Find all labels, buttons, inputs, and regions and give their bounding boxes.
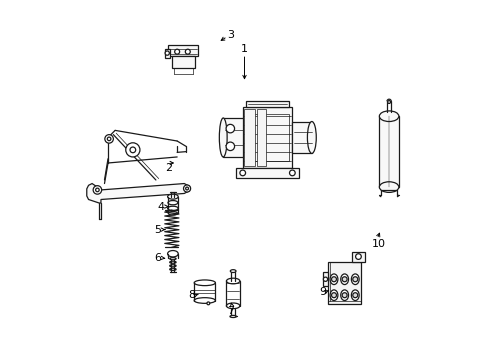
Ellipse shape — [167, 201, 178, 205]
Circle shape — [342, 277, 346, 282]
Bar — [242, 107, 292, 168]
Circle shape — [183, 185, 190, 192]
Circle shape — [185, 49, 190, 54]
Bar — [352, 252, 364, 261]
Bar — [244, 109, 255, 166]
Ellipse shape — [169, 268, 176, 270]
Circle shape — [331, 293, 336, 298]
Ellipse shape — [351, 290, 358, 301]
Ellipse shape — [379, 111, 398, 122]
Circle shape — [387, 100, 390, 103]
Circle shape — [165, 51, 169, 55]
Bar — [164, 49, 170, 58]
Ellipse shape — [168, 212, 177, 215]
Text: 2: 2 — [164, 163, 171, 172]
Text: 7: 7 — [226, 306, 233, 316]
Ellipse shape — [169, 261, 176, 263]
Circle shape — [93, 186, 102, 194]
Circle shape — [225, 142, 234, 150]
Ellipse shape — [226, 303, 240, 309]
Bar — [223, 118, 242, 157]
Ellipse shape — [169, 265, 176, 267]
Circle shape — [174, 49, 179, 54]
Ellipse shape — [194, 280, 215, 285]
Ellipse shape — [194, 298, 215, 303]
Text: 10: 10 — [371, 239, 386, 249]
Bar — [292, 122, 311, 153]
Circle shape — [125, 143, 140, 157]
Circle shape — [352, 277, 357, 282]
Circle shape — [331, 277, 336, 282]
Bar — [379, 116, 398, 187]
Circle shape — [206, 302, 209, 305]
Circle shape — [352, 293, 357, 298]
Ellipse shape — [230, 270, 236, 273]
Ellipse shape — [167, 206, 178, 211]
Bar — [256, 109, 265, 166]
Bar — [171, 56, 195, 68]
Text: 8: 8 — [187, 290, 195, 300]
Circle shape — [104, 135, 113, 143]
Bar — [246, 114, 288, 161]
Text: 3: 3 — [226, 30, 233, 40]
Text: 4: 4 — [157, 202, 164, 212]
Circle shape — [342, 293, 346, 298]
Ellipse shape — [340, 274, 348, 284]
Bar — [168, 45, 198, 56]
Text: 1: 1 — [241, 44, 247, 54]
Circle shape — [355, 254, 361, 260]
Text: 6: 6 — [154, 253, 161, 263]
Ellipse shape — [167, 194, 178, 199]
Ellipse shape — [219, 118, 226, 157]
Ellipse shape — [340, 290, 348, 301]
Ellipse shape — [351, 274, 358, 284]
Ellipse shape — [167, 251, 178, 257]
Bar — [235, 168, 299, 178]
Circle shape — [240, 170, 245, 176]
Bar — [327, 261, 361, 304]
Polygon shape — [86, 184, 189, 203]
Text: 5: 5 — [154, 225, 161, 235]
Ellipse shape — [229, 315, 236, 318]
Ellipse shape — [329, 274, 337, 284]
Ellipse shape — [379, 182, 398, 192]
Bar — [246, 101, 288, 107]
Ellipse shape — [307, 122, 316, 153]
Circle shape — [225, 124, 234, 133]
Ellipse shape — [169, 258, 176, 260]
Circle shape — [323, 277, 327, 282]
Text: 9: 9 — [318, 287, 325, 297]
Bar — [323, 272, 327, 286]
Ellipse shape — [226, 278, 240, 284]
Circle shape — [289, 170, 295, 176]
Ellipse shape — [329, 290, 337, 301]
